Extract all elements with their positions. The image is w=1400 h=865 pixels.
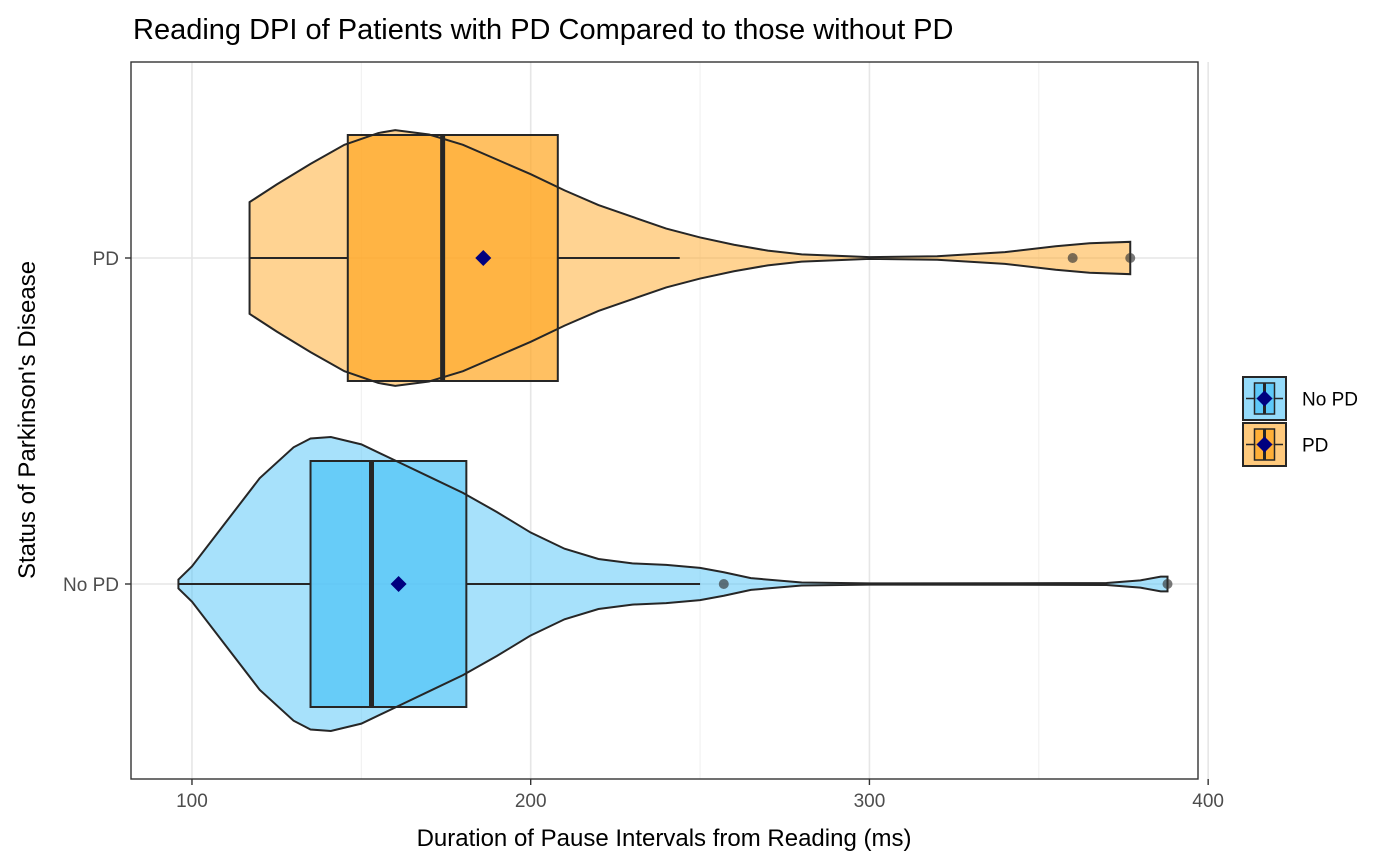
legend-label: PD — [1302, 436, 1328, 457]
y-tick-label: No PD — [63, 575, 119, 596]
x-tick-label: 100 — [176, 791, 208, 812]
legend-item-no-pd: No PD — [1242, 376, 1358, 421]
x-tick-label: 400 — [1192, 791, 1224, 812]
outlier-point — [718, 579, 729, 589]
y-tick-label: PD — [93, 249, 119, 270]
mean-marker — [475, 250, 492, 266]
violin-outline — [177, 435, 1169, 733]
violin-group-no-pd — [177, 435, 1173, 733]
outlier-point — [1162, 579, 1173, 589]
x-axis: 100 200 300 400 — [176, 779, 1224, 812]
legend: No PD PD — [1242, 376, 1358, 467]
y-axis-title: Status of Parkinson's Disease — [14, 261, 41, 579]
x-tick-label: 300 — [854, 791, 886, 812]
chart-title: Reading DPI of Patients with PD Compared… — [133, 14, 953, 46]
legend-key-mean-marker — [1256, 436, 1273, 453]
plot-panel — [130, 61, 1209, 780]
legend-label: No PD — [1302, 390, 1358, 411]
mean-marker — [390, 576, 407, 592]
legend-key-mean-marker — [1256, 390, 1273, 407]
outlier-point — [1067, 253, 1078, 263]
box — [346, 134, 559, 382]
violins — [177, 129, 1173, 733]
x-tick-label: 200 — [515, 791, 547, 812]
panel-border — [130, 61, 1199, 780]
box — [309, 460, 468, 708]
legend-item-pd: PD — [1242, 422, 1328, 467]
x-axis-title: Duration of Pause Intervals from Reading… — [417, 825, 912, 852]
y-axis: No PD PD — [63, 249, 131, 596]
violin-group-pd — [248, 129, 1136, 387]
violin-outline — [248, 129, 1132, 387]
outlier-point — [1125, 253, 1136, 263]
